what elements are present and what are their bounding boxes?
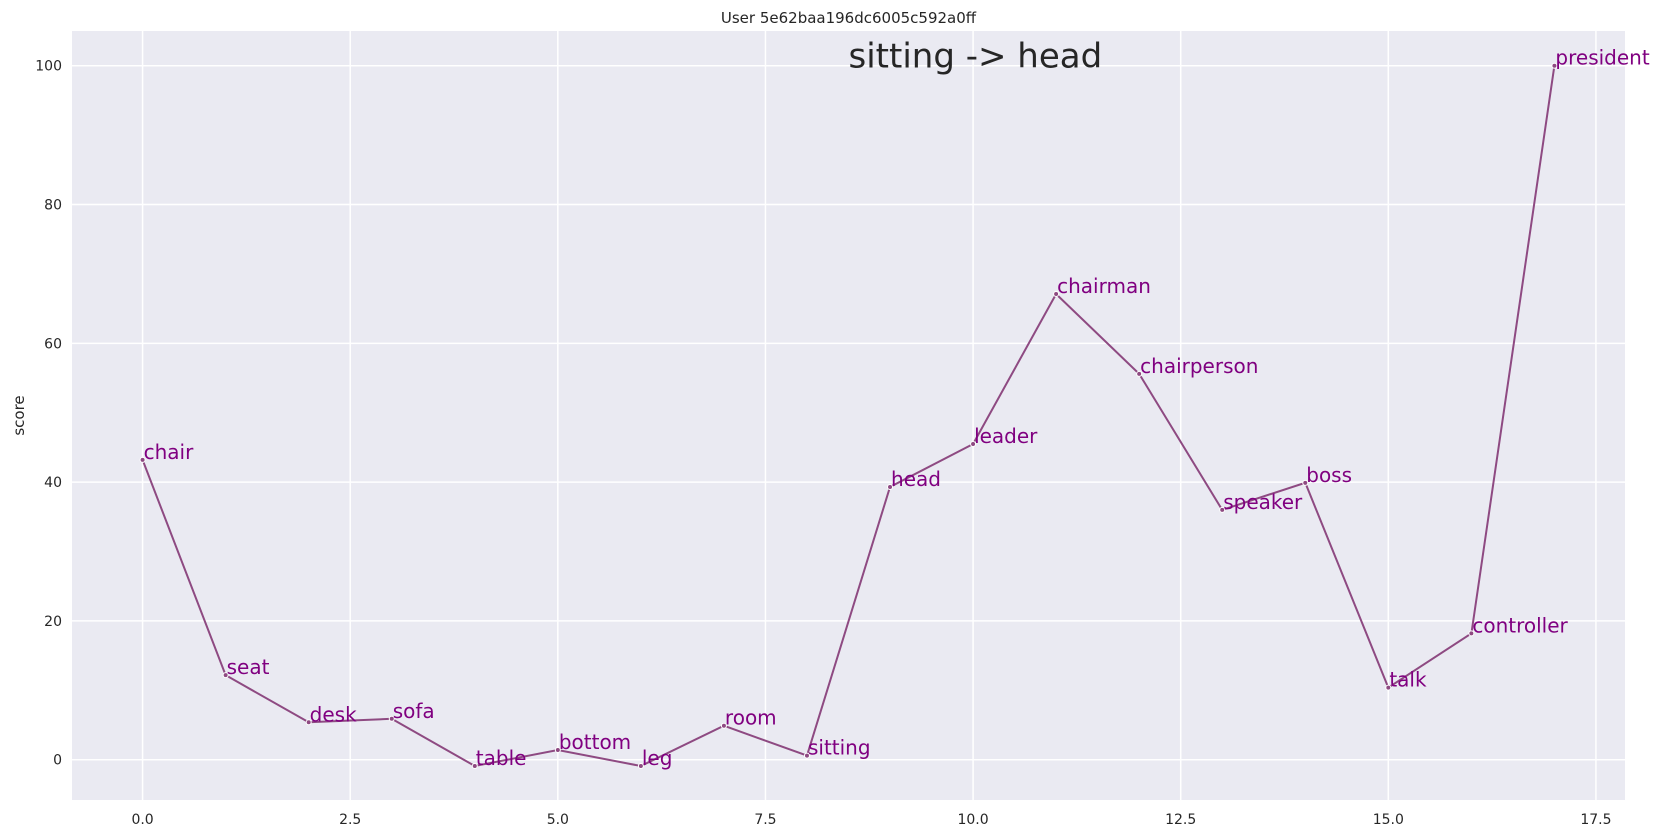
data-point-label: talk	[1389, 668, 1427, 692]
data-point-label: chair	[144, 440, 194, 464]
data-point	[1136, 370, 1143, 377]
point-labels: chair seat desk sofa table bottom leg room sitti…	[144, 46, 1650, 770]
data-point	[1053, 291, 1060, 298]
data-point-label: president	[1555, 46, 1649, 70]
data-point-label: seat	[227, 655, 270, 679]
data-point	[1551, 62, 1558, 69]
y-tick-label: 40	[44, 475, 62, 491]
data-point	[803, 752, 810, 759]
data-point	[139, 456, 146, 463]
data-point-label: room	[725, 706, 777, 730]
data-point-label: boss	[1306, 463, 1352, 487]
data-point	[222, 672, 229, 679]
series-line	[141, 65, 1556, 768]
y-tick-label: 20	[44, 614, 62, 630]
x-tick-label: 10.0	[957, 812, 988, 828]
data-point	[720, 722, 727, 729]
data-point-label: sitting	[808, 736, 871, 760]
x-tick-label: 15.0	[1373, 812, 1404, 828]
data-point	[637, 762, 644, 769]
x-tick-label: 17.5	[1580, 812, 1611, 828]
y-axis-label: score	[10, 395, 28, 435]
x-tick-label: 5.0	[547, 812, 569, 828]
data-point	[1468, 630, 1475, 637]
data-point-label: head	[891, 467, 941, 491]
plot-area	[72, 31, 1625, 800]
data-point-label: controller	[1472, 613, 1568, 637]
x-tick-label: 2.5	[339, 812, 361, 828]
data-point-label: sofa	[393, 699, 435, 723]
y-axis-ticks: 0 20 40 60 80 100	[35, 59, 62, 769]
chart-title: User 5e62baa196dc6005c592a0ff	[721, 9, 977, 27]
x-tick-label: 0.0	[131, 812, 153, 828]
data-point-label: speaker	[1223, 490, 1303, 514]
data-point-label: table	[476, 746, 527, 770]
data-point	[471, 762, 478, 769]
data-point	[305, 719, 312, 726]
data-point	[1385, 684, 1392, 691]
data-point-label: leg	[642, 746, 673, 770]
y-tick-label: 60	[44, 336, 62, 352]
data-point	[970, 440, 977, 447]
data-point-label: chairperson	[1140, 354, 1258, 378]
x-axis-ticks: 0.0 2.5 5.0 7.5 10.0 12.5 15.0 17.5	[131, 812, 1611, 828]
y-tick-label: 0	[53, 753, 62, 769]
data-point-label: bottom	[559, 730, 631, 754]
chart-annotation: sitting -> head	[849, 37, 1103, 77]
x-tick-label: 12.5	[1165, 812, 1196, 828]
point-markers	[139, 62, 1558, 769]
data-point-label: desk	[310, 702, 357, 726]
y-tick-label: 80	[44, 198, 62, 214]
data-point	[1302, 479, 1309, 486]
data-point	[388, 715, 395, 722]
data-point	[887, 483, 894, 490]
x-tick-label: 7.5	[754, 812, 776, 828]
y-tick-label: 100	[35, 59, 62, 75]
data-point-label: leader	[974, 424, 1038, 448]
data-point-label: chairman	[1057, 274, 1151, 298]
data-point	[554, 747, 561, 754]
data-point	[1219, 506, 1226, 513]
